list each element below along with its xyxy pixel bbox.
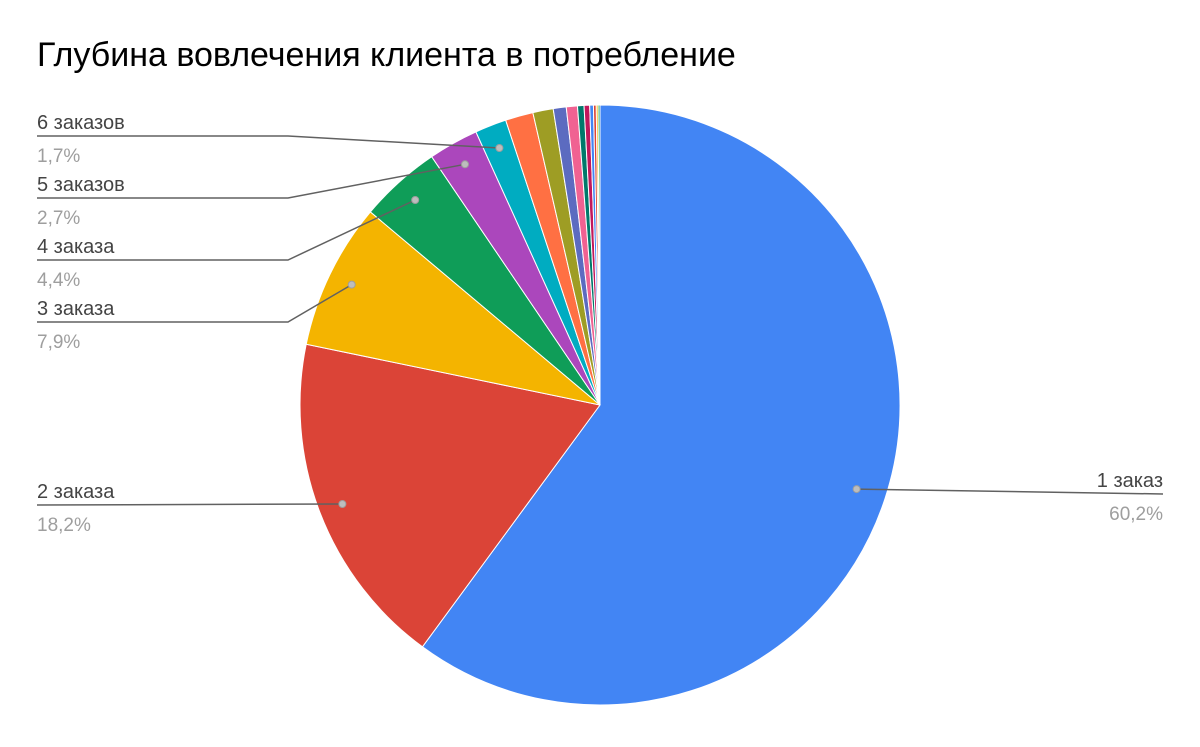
leader-dot-3-заказа bbox=[347, 280, 356, 289]
leader-line-5-заказов bbox=[37, 163, 466, 199]
slice-label-2-заказа: 2 заказа bbox=[37, 481, 115, 503]
slice-percent-4-заказа: 4,4% bbox=[37, 270, 80, 291]
slice-label-6-заказов: 6 заказов bbox=[37, 112, 125, 134]
slice-percent-5-заказов: 2,7% bbox=[37, 208, 80, 229]
leader-line-6-заказов bbox=[37, 135, 500, 149]
pie-slice-2-заказа[interactable] bbox=[299, 343, 601, 648]
leader-dot-5-заказов bbox=[461, 160, 469, 169]
slice-percent-6-заказов: 1,7% bbox=[37, 146, 80, 167]
slice-label-1-заказ: 1 заказ bbox=[1097, 470, 1163, 492]
leader-line-3-заказа bbox=[37, 283, 353, 323]
leader-dot-1-заказ bbox=[852, 485, 861, 494]
leader-dot-6-заказов bbox=[495, 144, 504, 152]
slice-label-5-заказов: 5 заказов bbox=[37, 174, 125, 196]
leader-line-1-заказ bbox=[856, 488, 1164, 495]
chart-title: Глубина вовлечения клиента в потребление bbox=[37, 36, 736, 74]
pie-slice-minor-15[interactable] bbox=[597, 104, 601, 406]
leader-dot-4-заказа bbox=[411, 196, 420, 204]
pie-slice-1-заказ[interactable] bbox=[421, 104, 901, 706]
slice-percent-2-заказа: 18,2% bbox=[37, 515, 91, 536]
leader-line-4-заказа bbox=[37, 199, 416, 261]
slice-percent-1-заказ: 60,2% bbox=[1109, 504, 1163, 525]
slice-label-4-заказа: 4 заказа bbox=[37, 236, 115, 258]
pie-slice-3-заказа[interactable] bbox=[305, 211, 601, 406]
slice-percent-3-заказа: 7,9% bbox=[37, 332, 80, 353]
leader-dot-2-заказа bbox=[338, 500, 347, 508]
leader-line-2-заказа bbox=[36, 503, 343, 506]
slice-label-3-заказа: 3 заказа bbox=[37, 298, 115, 320]
